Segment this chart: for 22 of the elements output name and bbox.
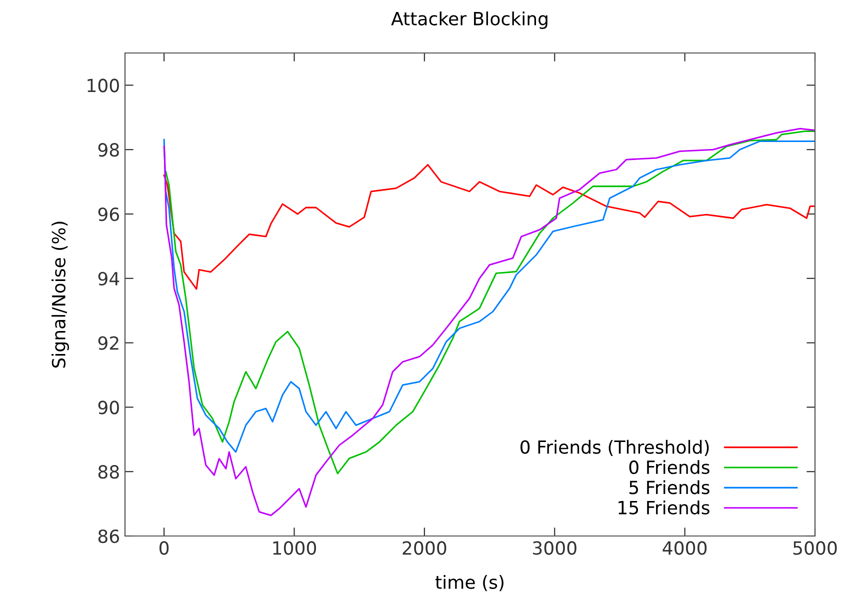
- y-tick-label: 96: [98, 207, 119, 222]
- x-axis-title: time (s): [435, 575, 504, 592]
- y-axis-title: Signal/Noise (%): [52, 222, 70, 368]
- y-tick-label: 100: [88, 78, 119, 92]
- x-tick-label: 2000: [402, 541, 446, 555]
- line-series: [163, 164, 815, 290]
- y-tick-label: 98: [98, 143, 119, 157]
- x-tick-label: 4000: [662, 541, 707, 555]
- y-tick-label: 94: [98, 272, 120, 286]
- y-tick-label: 92: [98, 336, 118, 350]
- legend-label: 0 Friends (Threshold): [520, 440, 709, 456]
- legend-label: 15 Friends: [618, 500, 710, 514]
- x-tick-label: 3000: [533, 541, 576, 555]
- x-tick-label: 0: [160, 541, 169, 555]
- x-tick-label: 5000: [793, 541, 837, 555]
- y-tick-label: 90: [98, 400, 119, 414]
- y-tick-label: 86: [98, 529, 119, 544]
- y-tick-label: 88: [98, 465, 119, 479]
- legend-label: 5 Friends: [630, 480, 710, 494]
- x-tick-label: 1000: [273, 541, 316, 555]
- chart-title: Attacker Blocking: [391, 12, 548, 29]
- legend-label: 0 Friends: [629, 460, 710, 474]
